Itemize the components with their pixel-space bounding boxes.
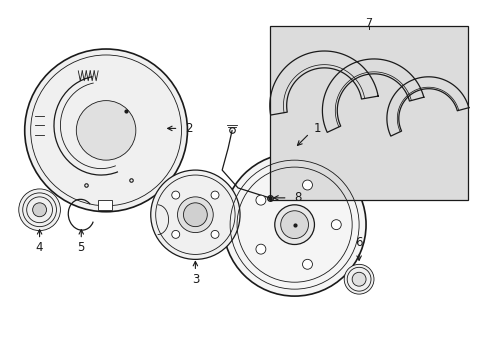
Circle shape: [150, 170, 240, 260]
Text: 6: 6: [355, 236, 362, 249]
Circle shape: [344, 264, 373, 294]
Text: 3: 3: [191, 273, 199, 286]
Text: 7: 7: [365, 18, 372, 28]
Circle shape: [19, 189, 61, 231]
Circle shape: [183, 203, 207, 227]
Circle shape: [76, 100, 136, 160]
Circle shape: [211, 230, 219, 238]
Text: 4: 4: [36, 241, 43, 254]
Circle shape: [25, 49, 187, 212]
Circle shape: [302, 180, 312, 190]
Text: 2: 2: [184, 122, 192, 135]
Circle shape: [255, 244, 265, 254]
Circle shape: [33, 203, 46, 217]
Circle shape: [211, 191, 219, 199]
Text: 1: 1: [313, 122, 321, 135]
Circle shape: [171, 191, 179, 199]
Circle shape: [331, 220, 341, 230]
Circle shape: [223, 153, 366, 296]
Circle shape: [171, 230, 179, 238]
Bar: [269, 26, 468, 200]
Circle shape: [177, 197, 213, 233]
Circle shape: [302, 259, 312, 269]
Bar: [98, 200, 112, 210]
Text: 5: 5: [78, 241, 85, 254]
Circle shape: [274, 205, 314, 244]
Circle shape: [280, 211, 308, 239]
Text: 8: 8: [293, 192, 301, 204]
Circle shape: [351, 272, 366, 286]
Circle shape: [255, 195, 265, 205]
